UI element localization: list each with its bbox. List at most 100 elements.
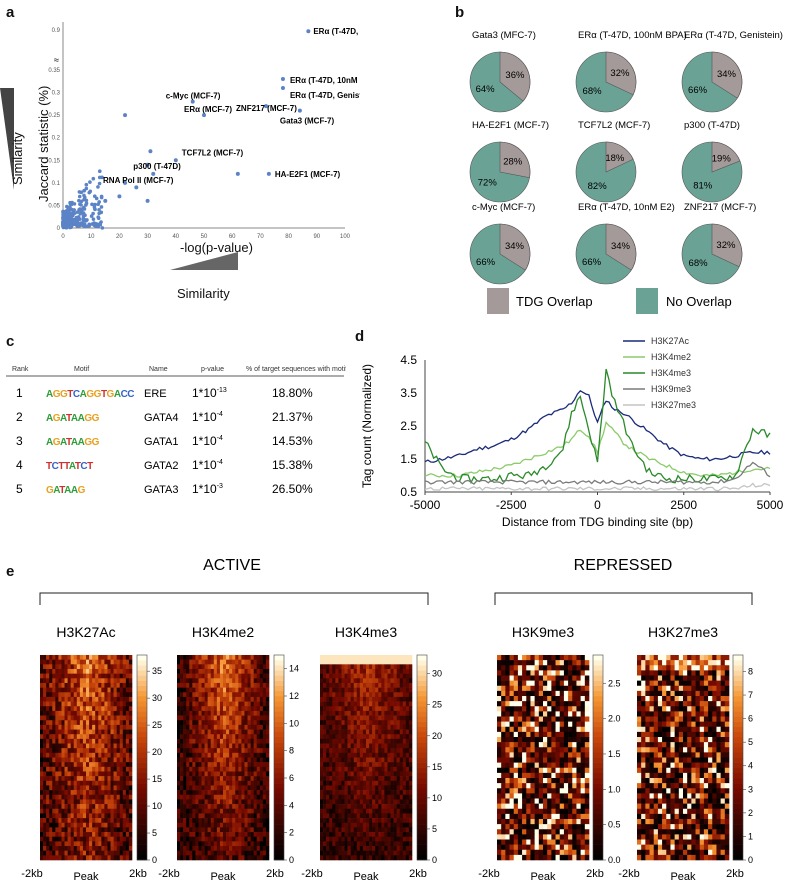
heatmap-cell bbox=[119, 706, 124, 712]
heatmap-cell bbox=[104, 855, 108, 861]
table-pct: 18.80% bbox=[272, 386, 313, 400]
heatmap-cell bbox=[344, 673, 348, 679]
heatmap-cell bbox=[113, 813, 117, 819]
heatmap-cell bbox=[73, 855, 78, 861]
heatmap-cell bbox=[110, 766, 114, 772]
heatmap-cell bbox=[204, 743, 208, 749]
heatmap-cell bbox=[192, 659, 196, 665]
heatmap-cell bbox=[119, 841, 124, 847]
heatmap-cell bbox=[79, 743, 84, 749]
heatmap-cell bbox=[104, 729, 108, 735]
table-rank: 3 bbox=[16, 434, 23, 448]
heatmap-cell bbox=[253, 808, 258, 814]
scatter-point bbox=[82, 224, 87, 228]
heatmap-cell bbox=[43, 748, 47, 754]
colorbar-tick: 2 bbox=[289, 828, 294, 838]
heatmap-cell bbox=[576, 655, 581, 661]
heatmap-cell bbox=[262, 724, 267, 730]
heatmap-cell bbox=[89, 790, 93, 796]
heatmap-cell bbox=[393, 762, 397, 768]
pie-grid: Gata3 (MFC-7)36%64%ERα (T-47D, 100nM BPA… bbox=[469, 30, 783, 314]
heatmap-cell bbox=[55, 748, 59, 754]
heatmap-cell bbox=[55, 846, 59, 851]
heatmap-cell bbox=[232, 664, 236, 670]
heatmap-cell bbox=[55, 696, 59, 702]
heatmap-cell bbox=[180, 668, 184, 674]
heatmap-cell bbox=[58, 808, 62, 814]
heatmap-cell bbox=[232, 757, 236, 763]
heatmap-cell bbox=[244, 808, 248, 814]
heatmap-cell bbox=[177, 710, 181, 716]
heatmap-cell bbox=[329, 692, 333, 698]
heatmap-cell bbox=[40, 780, 44, 786]
heatmap-cell bbox=[223, 673, 227, 679]
heatmap-cell bbox=[408, 836, 413, 842]
heatmap-cell bbox=[201, 729, 205, 735]
heatmap-cell bbox=[347, 855, 351, 861]
heatmap-cell bbox=[402, 715, 407, 721]
heatmap-cell bbox=[223, 827, 227, 833]
heatmap-cell bbox=[55, 827, 59, 833]
heatmap-cell bbox=[387, 850, 391, 856]
heatmap-cell bbox=[353, 776, 358, 782]
heatmap-cell bbox=[323, 850, 327, 856]
heatmap-cell bbox=[183, 655, 187, 660]
heatmap-cell bbox=[210, 720, 215, 726]
heatmap-cell bbox=[378, 687, 382, 693]
heatmap-cell bbox=[384, 785, 388, 791]
heatmap-cell bbox=[104, 664, 108, 670]
heatmap-cell bbox=[46, 804, 50, 810]
line-xtick: -5000 bbox=[410, 498, 441, 512]
heatmap-cell bbox=[201, 706, 205, 712]
heatmap-cell bbox=[116, 710, 121, 716]
heatmap-cell bbox=[344, 734, 348, 740]
heatmap-cell bbox=[329, 696, 333, 702]
heatmap-cell bbox=[226, 668, 230, 674]
heatmap-cell bbox=[347, 734, 351, 740]
heatmap-cell bbox=[58, 692, 62, 698]
heatmap-cell bbox=[375, 771, 379, 777]
heatmap-cell bbox=[344, 813, 348, 819]
heatmap-cell bbox=[372, 827, 376, 833]
heatmap-cell bbox=[128, 827, 133, 833]
heatmap-cell bbox=[201, 813, 205, 819]
heatmap-cell bbox=[40, 668, 44, 674]
heatmap-cell bbox=[110, 790, 114, 796]
heatmap-cell bbox=[408, 715, 413, 721]
heatmap-cell bbox=[64, 827, 68, 833]
heatmap-cell bbox=[362, 682, 367, 688]
heatmap-cell bbox=[207, 720, 212, 726]
heatmap-cell bbox=[320, 748, 324, 754]
heatmap-cell bbox=[326, 687, 330, 693]
heatmap-cell bbox=[320, 818, 324, 824]
heatmap-cell bbox=[362, 762, 367, 768]
heatmap-cell bbox=[384, 855, 388, 861]
heatmap-cell bbox=[329, 794, 333, 800]
heatmap-cell bbox=[64, 752, 68, 758]
heatmap-cell bbox=[372, 762, 376, 768]
heatmap-cell bbox=[534, 696, 540, 702]
heatmap-cell bbox=[238, 832, 242, 838]
heatmap-cell bbox=[183, 850, 187, 856]
heatmap-cell bbox=[381, 836, 385, 842]
heatmap-cell bbox=[192, 757, 196, 763]
heatmap-cell bbox=[61, 836, 65, 842]
heatmap-cell bbox=[86, 832, 90, 838]
colorbar-step bbox=[417, 839, 427, 845]
heatmap-cell bbox=[104, 724, 108, 730]
heatmap-cell bbox=[177, 668, 181, 674]
heatmap-cell bbox=[82, 846, 87, 851]
heatmap-cell bbox=[372, 855, 376, 861]
heatmap-cell bbox=[350, 836, 355, 842]
heatmap-cell bbox=[580, 665, 586, 671]
scatter-point-labeled bbox=[306, 29, 311, 34]
heatmap-cell bbox=[73, 808, 78, 814]
heatmap-cell bbox=[247, 785, 251, 791]
heatmap-cell bbox=[580, 670, 586, 676]
heatmap-cell bbox=[210, 846, 215, 851]
heatmap-cell bbox=[366, 790, 370, 796]
heatmap-cell bbox=[92, 673, 96, 679]
heatmap-cell bbox=[107, 696, 111, 702]
heatmap-cell bbox=[547, 655, 552, 661]
heatmap-cell bbox=[52, 785, 56, 791]
